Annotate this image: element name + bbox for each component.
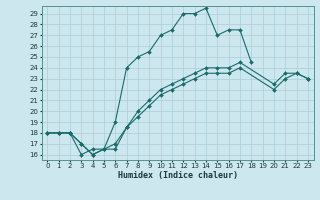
X-axis label: Humidex (Indice chaleur): Humidex (Indice chaleur) <box>118 171 237 180</box>
